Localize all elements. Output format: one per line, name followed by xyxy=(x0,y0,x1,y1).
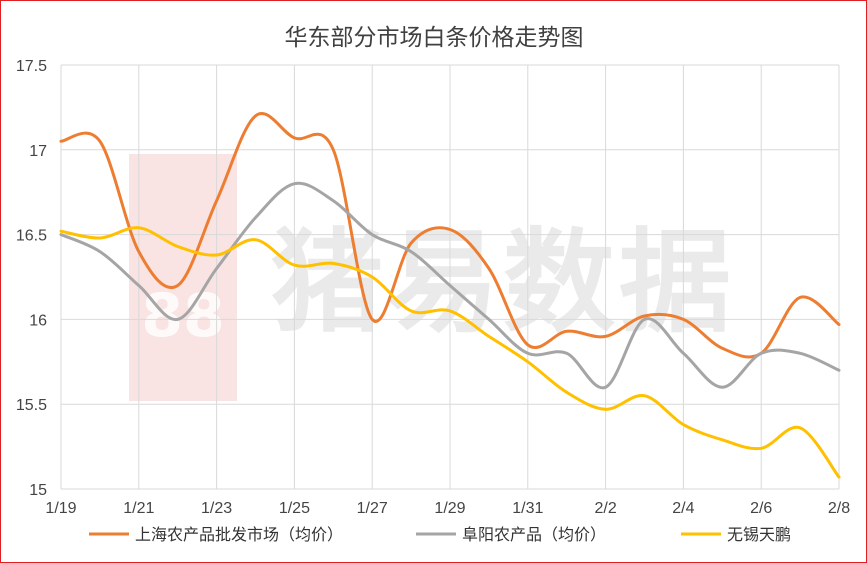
legend-label: 无锡天鹏 xyxy=(727,525,791,544)
series-line-0 xyxy=(59,112,841,359)
y-axis: 15 15.5 16 16.5 17 17.5 xyxy=(16,58,47,499)
x-tick-label: 1/23 xyxy=(201,500,232,517)
legend: 上海农产品批发市场（均价） 阜阳农产品（均价） 无锡天鹏 xyxy=(89,525,791,544)
x-tick-label: 1/25 xyxy=(279,500,310,517)
x-tick-label: 2/2 xyxy=(594,500,616,517)
series-line-1 xyxy=(59,181,841,390)
y-tick-label: 17 xyxy=(29,143,47,160)
grid xyxy=(60,64,840,490)
x-tick-label: 1/21 xyxy=(123,500,154,517)
y-tick-label: 17.5 xyxy=(16,58,47,75)
series-group xyxy=(59,112,841,479)
x-tick-label: 2/8 xyxy=(828,500,850,517)
y-tick-label: 15.5 xyxy=(16,397,47,414)
x-tick-label: 1/19 xyxy=(45,500,76,517)
legend-label: 上海农产品批发市场（均价） xyxy=(135,525,343,544)
x-tick-label: 1/31 xyxy=(512,500,543,517)
series-line-2 xyxy=(59,226,841,479)
legend-label: 阜阳农产品（均价） xyxy=(462,525,606,544)
x-tick-label: 2/4 xyxy=(672,500,694,517)
x-tick-label: 1/29 xyxy=(434,500,465,517)
x-tick-label: 2/6 xyxy=(750,500,772,517)
x-tick-label: 1/27 xyxy=(357,500,388,517)
y-tick-label: 16 xyxy=(29,312,47,329)
y-tick-label: 16.5 xyxy=(16,228,47,245)
y-tick-label: 15 xyxy=(29,482,47,499)
x-axis: 1/19 1/21 1/23 1/25 1/27 1/29 1/31 2/2 2/4 2/6 2/8 xyxy=(45,500,850,517)
chart-title: 华东部分市场白条价格走势图 xyxy=(285,25,584,51)
